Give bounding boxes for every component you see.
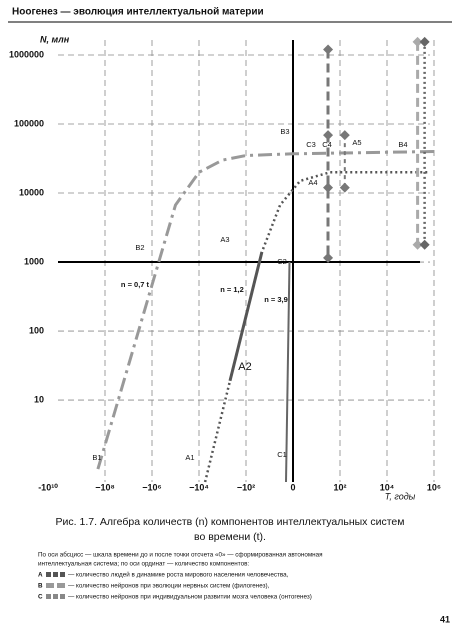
x-tick-label: 10⁶ [427,482,441,492]
diamond-marker [419,239,430,250]
note-line: — количество нейронов при эволюции нервн… [68,582,270,590]
x-tick-label: 0 [290,482,295,492]
y-tick-label: 100000 [14,118,44,128]
note-line: По оси абсцисс — шкала времени до и посл… [38,551,323,559]
note-letter: С [38,594,43,601]
annotation: A3 [220,235,229,244]
annotation: B2 [135,243,144,252]
note-line: — количество нейронов при индивидуальном… [68,593,312,601]
annotation: B1 [92,453,101,462]
diamond-marker [323,182,334,193]
y-tick-label: 1000 [24,256,44,266]
y-tick-label: 1000000 [9,49,44,59]
x-tick-label: −10² [237,482,255,492]
y-axis-label: N, млн [40,34,70,44]
diamond-marker [323,130,334,141]
annotation: C2 [277,257,287,266]
caption-line: Рис. 1.7. Алгебра количеств (n) компонен… [56,516,405,528]
annotation: B3 [280,127,289,136]
diamond-marker [339,182,350,193]
note-line: интеллектуальная система; по оси ординат… [38,561,249,568]
series-line [203,171,431,483]
annotation: n = 1,2 [220,285,244,294]
x-tick-label: −10⁸ [95,482,115,492]
note-line: — количество людей в динамике роста миро… [68,571,289,579]
series-line [228,251,264,382]
legend-swatch [46,572,65,577]
running-header: Ноогенез — эволюция интеллектуальной мат… [12,7,264,18]
x-tick-label: −10⁴ [189,482,209,492]
annotation: C4 [322,140,332,149]
x-tick-label: −10⁶ [142,482,161,492]
legend-swatch [46,594,65,599]
annotation: A4 [308,178,317,187]
y-tick-label: 100 [29,325,44,335]
series-line [96,150,439,470]
annotation: A2 [238,361,251,373]
legend-swatch [46,583,65,588]
diamond-marker [412,239,423,250]
x-tick-label: 10² [333,482,346,492]
diamond-marker [412,36,423,47]
annotation: B4 [398,140,407,149]
x-tick-label: -10¹⁰ [38,482,58,492]
diamond-marker [323,44,334,55]
y-tick-label: 10000 [19,187,44,197]
annotation: A5 [352,138,361,147]
diamond-marker [419,36,430,47]
note-letter: В [38,583,43,590]
x-tick-label: 10⁴ [380,482,394,492]
diamond-marker [339,130,350,141]
annotation: C3 [306,140,316,149]
annotation: n = 3,9 [264,295,288,304]
annotation: A1 [185,453,194,462]
series-line [285,261,291,483]
annotation: C1 [277,450,287,459]
note-letter: А [38,572,43,579]
page-number: 41 [440,614,450,624]
y-tick-label: 10 [34,394,44,404]
annotation: n = 0,7 t [121,280,150,289]
diamond-marker [323,252,334,263]
x-axis-label: T, годы [385,491,416,501]
caption-line: во времени (t). [194,531,266,543]
